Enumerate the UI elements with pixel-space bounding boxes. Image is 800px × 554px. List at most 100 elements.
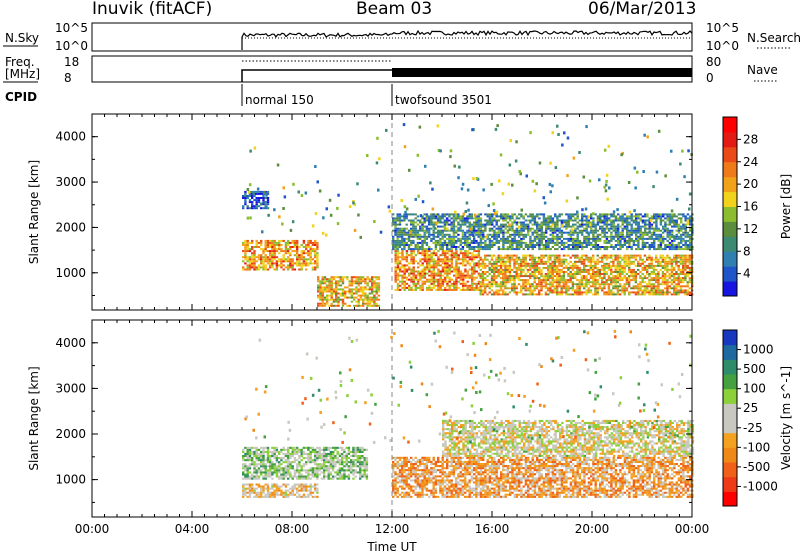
nsky-trace [241,29,693,50]
echo-cell [419,258,422,261]
echo-cell [477,282,481,285]
echo-cell [531,258,534,261]
echo-cell [246,258,249,261]
echo-cell [527,219,530,222]
echo-cell [488,215,492,218]
echo-cell [686,275,689,278]
echo-cell [526,283,530,286]
echo-cell [571,289,575,292]
echo-cell [394,272,397,275]
echo-cell [437,272,440,275]
echo-cell [689,229,692,232]
echo-cell [466,286,469,289]
echo-cell [610,281,613,284]
echo-cell [682,213,685,216]
echo-cell [520,264,523,267]
echo-cell [482,225,485,228]
echo-cell [675,291,678,294]
echo-cell [341,282,345,285]
echo-cell [401,266,404,269]
echo-cell [578,268,581,271]
y-tick-label: 1000 [55,266,86,280]
echo-cell [583,254,586,257]
y-axis-label: Slant Range [km] [27,160,41,264]
echo-cell [547,239,550,242]
echo-cell [639,229,642,232]
echo-cell [337,193,340,197]
echo-cell [556,241,559,244]
echo-cell [375,282,378,285]
echo-cell [628,285,631,288]
echo-cell [688,293,692,296]
echo-cell [617,233,620,236]
echo-cell [457,221,460,224]
echo-cell [477,217,480,220]
echo-cell [444,268,447,271]
echo-cell [515,254,518,257]
echo-cell [434,235,438,238]
echo-cell [462,274,465,277]
echo-cell [612,223,615,226]
echo-cell [515,293,518,296]
echo-cell [457,266,460,269]
nave-tick-bottom: 0 [706,71,714,85]
echo-cell [632,260,635,263]
echo-cell [610,279,613,282]
echo-cell [605,225,609,228]
echo-cell [450,246,453,248]
echo-cell [664,291,667,294]
echo-cell [513,264,516,267]
echo-cell [655,237,658,240]
echo-cell [488,229,492,232]
echo-cell [246,188,250,191]
echo-cell [513,289,516,292]
echo-cell [257,459,261,462]
echo-cell [366,278,369,281]
echo-cell [571,266,575,269]
echo-cell [298,260,301,263]
echo-cell [242,244,245,246]
echo-cell [527,248,530,251]
echo-cell [441,250,445,253]
echo-cell [661,281,665,284]
echo-cell [536,231,539,234]
echo-cell [556,268,559,271]
echo-cell [253,254,256,257]
echo-cell [401,280,404,283]
echo-cell [506,237,510,240]
echo-cell [565,271,568,273]
echo-cell [646,135,649,139]
echo-cell [670,273,674,275]
echo-cell [657,293,660,296]
echo-cell [551,283,554,286]
echo-cell [628,275,631,278]
echo-cell [273,268,276,271]
echo-cell [664,275,667,278]
echo-cell [410,276,413,279]
echo-cell [542,281,545,284]
echo-cell [527,231,530,234]
echo-cell [459,219,462,222]
echo-cell [490,264,494,267]
echo-cell [242,266,245,269]
echo-cell [509,241,512,244]
echo-cell [607,144,611,148]
echo-cell [583,260,586,263]
echo-cell [515,287,518,290]
echo-cell [686,231,690,234]
echo-cell [641,268,644,271]
echo-cell [569,225,573,228]
echo-cell [276,163,280,167]
echo-cell [540,285,543,288]
echo-cell [542,248,546,251]
echo-cell [666,283,669,286]
echo-cell [562,262,566,265]
echo-cell [396,288,400,291]
echo-cell [509,239,512,242]
echo-cell [475,215,478,218]
echo-cell [601,246,604,248]
echo-cell [319,304,322,307]
echo-cell [359,298,363,301]
echo-cell [686,258,689,261]
echo-cell [560,281,563,284]
